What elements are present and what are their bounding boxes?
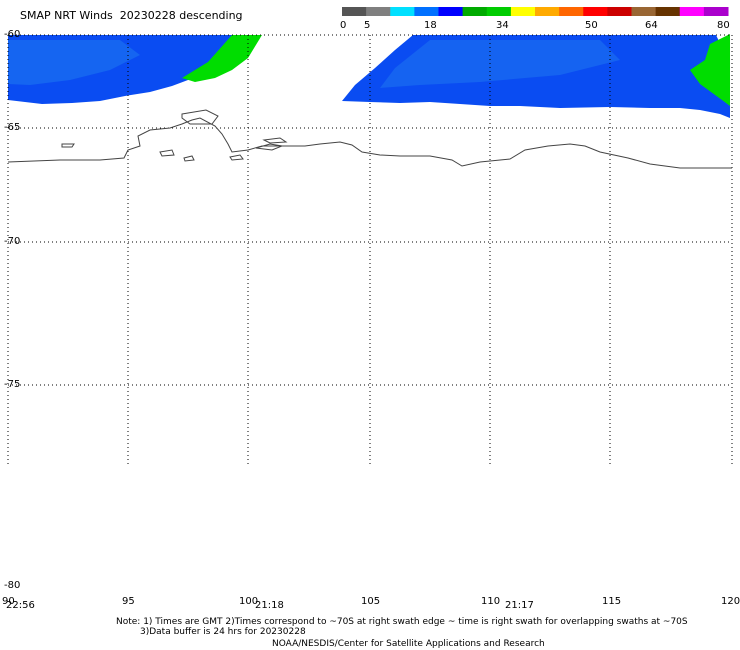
lon-label: 100 [239, 596, 259, 607]
lon-label: 110 [481, 596, 501, 607]
colorbar-segment [607, 7, 633, 16]
colorbar-segment [438, 7, 464, 16]
left-swath-green [182, 35, 262, 82]
colorbar-segment [655, 7, 681, 16]
lon-label: 115 [602, 596, 622, 607]
swath-time: 21:18 [255, 600, 284, 611]
colorbar-segment [390, 7, 415, 16]
note-line-2: 3)Data buffer is 24 hrs for 20230228 [140, 627, 306, 637]
map-title: SMAP NRT Winds 20230228 descending [20, 9, 243, 22]
colorbar-segment [414, 7, 440, 16]
colorbar-label-18: 18 [424, 20, 437, 31]
colorbar-segment [535, 7, 560, 16]
lon-label: 95 [122, 596, 135, 607]
colorbar-segment [631, 7, 657, 16]
lat-lon-grid [7, 34, 733, 465]
right-swath-green [690, 34, 730, 106]
colorbar-label-34: 34 [496, 20, 509, 31]
lat-label: -75 [4, 379, 21, 390]
lon-label: 90 [2, 596, 15, 607]
antarctic-coastline [7, 109, 732, 169]
colorbar-segment [679, 7, 705, 16]
swath-time: 21:17 [505, 600, 534, 611]
lat-label: -65 [4, 122, 21, 133]
colorbar-label-50: 50 [585, 20, 598, 31]
colorbar-label-80: 80 [717, 20, 730, 31]
colorbar-segment [583, 7, 608, 16]
colorbar-segment [703, 7, 729, 16]
colorbar-segment [342, 7, 367, 16]
right-swath [342, 34, 730, 118]
right-swath-blue-highlight [380, 40, 620, 88]
left-swath-blue-highlight [8, 40, 140, 85]
wind-speed-colorbar [342, 7, 729, 16]
colorbar-segment [510, 7, 536, 16]
note-line-3: NOAA/NESDIS/Center for Satellite Applica… [272, 639, 545, 649]
lat-label: -60 [4, 29, 21, 40]
colorbar-segment [559, 7, 584, 16]
lat-label: -80 [4, 580, 21, 591]
lon-label: 105 [361, 596, 381, 607]
colorbar-label-64: 64 [645, 20, 658, 31]
colorbar-segment [486, 7, 512, 16]
lon-label: 120 [721, 596, 740, 607]
colorbar-label-5: 5 [364, 20, 371, 31]
colorbar-segment [462, 7, 488, 16]
lat-label: -70 [4, 236, 21, 247]
colorbar-segment [366, 7, 391, 16]
note-line-1: Note: 1) Times are GMT 2)Times correspon… [116, 617, 688, 627]
colorbar-label-0: 0 [340, 20, 347, 31]
swath-time: 22:56 [6, 600, 35, 611]
left-swath [8, 35, 262, 104]
